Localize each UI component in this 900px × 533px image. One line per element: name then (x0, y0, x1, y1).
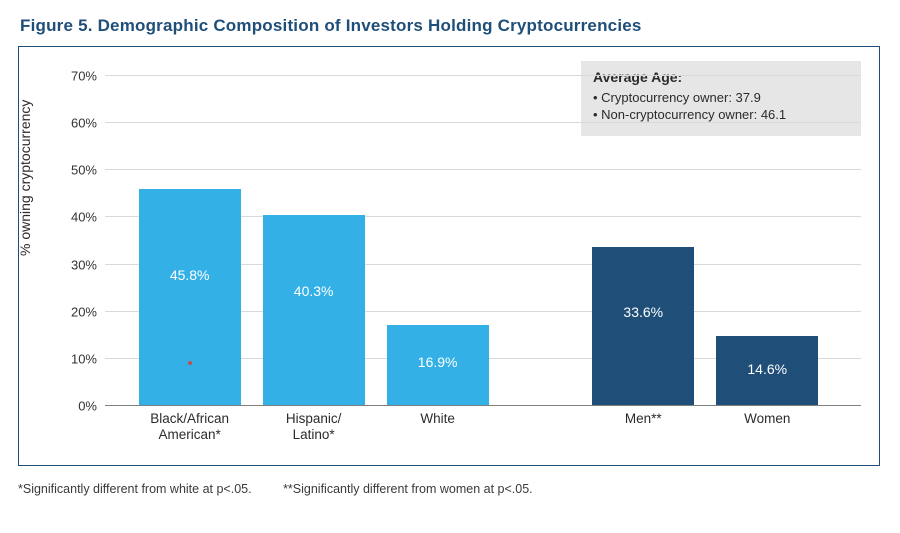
y-tick-label: 0% (78, 399, 97, 414)
footnotes: *Significantly different from white at p… (18, 482, 882, 496)
bar: 14.6% (716, 336, 818, 405)
y-axis-label: % owning cryptocurrency (17, 100, 33, 256)
grid-line: 70% (105, 75, 861, 76)
plot-area: 0%10%20%30%40%50%60%70%45.8%Black/Africa… (105, 75, 861, 405)
bar: 45.8% (139, 189, 241, 405)
axis-baseline: 0% (105, 405, 861, 406)
y-tick-label: 30% (71, 257, 97, 272)
bar-value-label: 33.6% (592, 304, 694, 320)
marker-dot (188, 361, 192, 365)
category-label: Hispanic/ Latino* (246, 411, 382, 442)
bar: 33.6% (592, 247, 694, 405)
bar: 40.3% (263, 215, 365, 405)
bar-value-label: 45.8% (139, 267, 241, 283)
bar: 16.9% (387, 325, 489, 405)
bar-value-label: 40.3% (263, 283, 365, 299)
y-tick-label: 70% (71, 69, 97, 84)
category-label: Black/African American* (122, 411, 258, 442)
category-label: Men** (575, 411, 711, 427)
footnote: *Significantly different from white at p… (18, 482, 252, 496)
chart-frame: Average Age: • Cryptocurrency owner: 37.… (18, 46, 880, 466)
y-tick-label: 60% (71, 116, 97, 131)
grid-line: 60% (105, 122, 861, 123)
bar-value-label: 14.6% (716, 361, 818, 377)
category-label: Women (699, 411, 835, 427)
footnote: **Significantly different from women at … (283, 482, 533, 496)
figure-title: Figure 5. Demographic Composition of Inv… (20, 16, 882, 36)
page-root: { "title": "Figure 5. Demographic Compos… (0, 0, 900, 533)
bar-value-label: 16.9% (387, 354, 489, 370)
grid-line: 50% (105, 169, 861, 170)
category-label: White (370, 411, 506, 427)
y-tick-label: 10% (71, 351, 97, 366)
y-tick-label: 40% (71, 210, 97, 225)
y-tick-label: 50% (71, 163, 97, 178)
y-tick-label: 20% (71, 304, 97, 319)
